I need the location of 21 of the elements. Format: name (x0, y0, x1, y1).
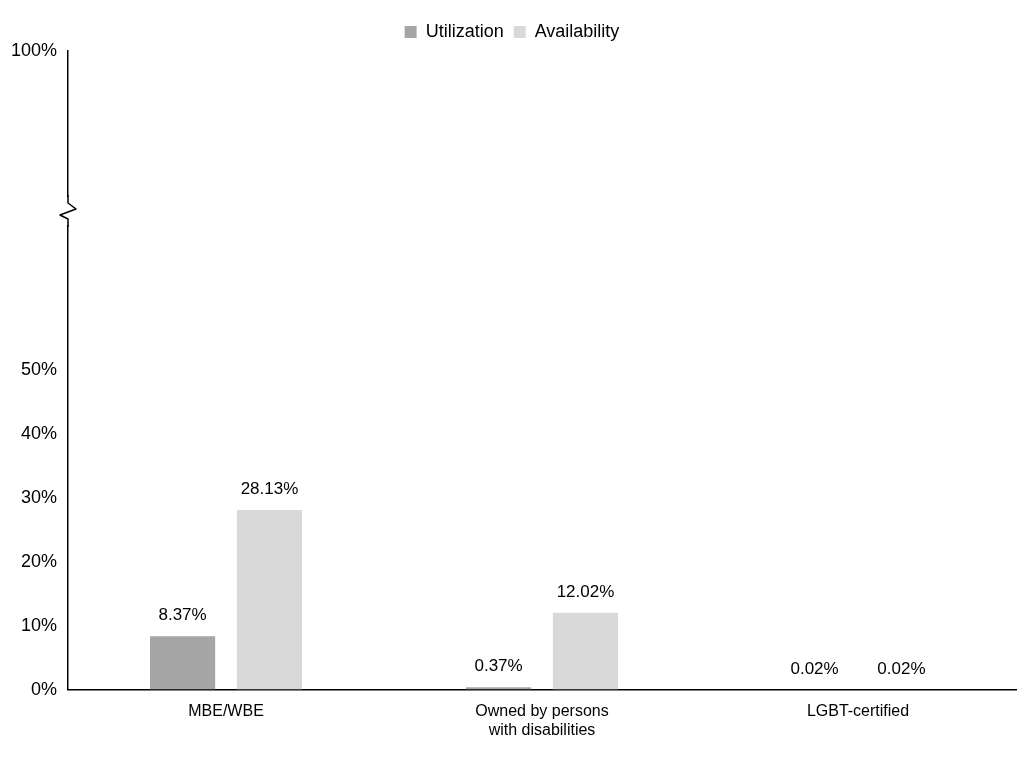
bar (236, 509, 303, 690)
x-tick-label: Owned by persons with disabilities (475, 701, 609, 738)
data-label: 28.13% (240, 479, 299, 499)
data-label: 0.02% (790, 658, 839, 678)
bar (552, 612, 619, 690)
y-tick-label: 100% (10, 39, 58, 60)
legend-label: Availability (534, 20, 620, 41)
y-tick-label: 50% (21, 359, 58, 380)
y-tick-label: 0% (31, 678, 58, 699)
y-tick-label: 30% (21, 486, 58, 507)
y-tick-label: 10% (21, 614, 58, 635)
data-label: 0.37% (474, 656, 523, 676)
data-label: 0.02% (877, 658, 926, 678)
data-label: 8.37% (158, 605, 207, 625)
legend-label: Utilization (425, 20, 504, 41)
x-tick-label: LGBT-certified (806, 701, 910, 719)
y-tick-label: 40% (21, 423, 58, 444)
bar (150, 636, 216, 690)
data-label: 12.02% (556, 582, 615, 602)
x-tick-label: MBE/WBE (188, 701, 264, 719)
y-tick-label: 20% (21, 550, 58, 571)
